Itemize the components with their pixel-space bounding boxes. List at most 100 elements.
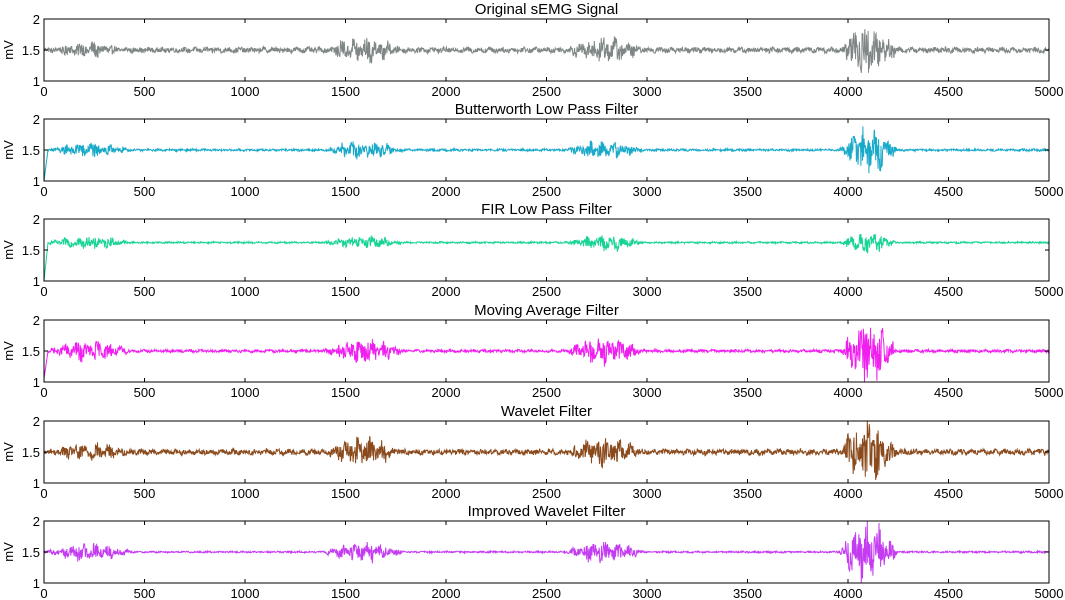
x-tick-label: 3500 <box>733 284 762 299</box>
x-tick-label: 1500 <box>331 385 360 400</box>
x-tick-label: 2000 <box>432 84 461 99</box>
y-tick-label: 2 <box>33 414 40 429</box>
x-tick-label: 4500 <box>934 284 963 299</box>
y-axis-label: mV <box>1 542 16 562</box>
x-tick-label: 3500 <box>733 184 762 199</box>
x-tick-label: 1000 <box>231 586 260 600</box>
x-tick-label: 0 <box>40 486 47 501</box>
subplot-3: 0 500 1000 1500 2000 2500 3000 3500 4000 4500 5000… <box>1 201 1063 299</box>
x-tick-label: 4500 <box>934 184 963 199</box>
y-axis-label: mV <box>1 140 16 160</box>
y-axis-label: mV <box>1 40 16 60</box>
x-tick-label: 0 <box>40 385 47 400</box>
x-tick-label: 2500 <box>532 385 561 400</box>
x-tick-label: 0 <box>40 284 47 299</box>
x-tick-label: 5000 <box>1035 284 1064 299</box>
x-tick-label: 2000 <box>432 385 461 400</box>
x-tick-label: 4500 <box>934 586 963 600</box>
signal-line <box>43 29 1050 73</box>
y-tick-label: 1.5 <box>22 545 40 560</box>
x-tick-label: 1500 <box>331 284 360 299</box>
x-tick-label: 500 <box>134 184 156 199</box>
x-tick-label: 4000 <box>834 385 863 400</box>
subplot-title: Wavelet Filter <box>501 403 592 420</box>
x-tick-label: 4000 <box>834 184 863 199</box>
signal-line <box>43 126 1050 182</box>
y-tick-label: 2 <box>33 112 40 127</box>
x-tick-label: 2500 <box>532 586 561 600</box>
x-tick-label: 3000 <box>633 84 662 99</box>
x-tick-label: 0 <box>40 84 47 99</box>
x-tick-label: 1000 <box>231 84 260 99</box>
x-tick-label: 1500 <box>331 586 360 600</box>
x-tick-label: 5000 <box>1035 385 1064 400</box>
x-tick-label: 3000 <box>633 486 662 501</box>
subplot-title: Improved Wavelet Filter <box>468 503 626 520</box>
subplot-4: 0 500 1000 1500 2000 2500 3000 3500 4000 4500 5000… <box>1 302 1063 400</box>
x-tick-label: 3500 <box>733 84 762 99</box>
subplot-1: 0 500 1000 1500 2000 2500 3000 3500 4000 4500 5000… <box>1 1 1063 99</box>
y-tick-label: 2 <box>33 12 40 27</box>
y-tick-label: 1.5 <box>22 43 40 58</box>
x-tick-label: 3500 <box>733 385 762 400</box>
signal-line <box>43 521 1050 583</box>
y-tick-label: 1 <box>33 174 40 189</box>
x-tick-label: 3000 <box>633 586 662 600</box>
x-tick-label: 5000 <box>1035 486 1064 501</box>
y-axis-label: mV <box>1 341 16 361</box>
x-tick-label: 1000 <box>231 385 260 400</box>
x-tick-label: 2000 <box>432 486 461 501</box>
x-tick-label: 1000 <box>231 486 260 501</box>
subplot-5: 0 500 1000 1500 2000 2500 3000 3500 4000 4500 5000… <box>1 403 1063 501</box>
y-tick-label: 1.5 <box>22 344 40 359</box>
x-tick-label: 1500 <box>331 486 360 501</box>
plot-area <box>44 219 1049 281</box>
y-tick-label: 1.5 <box>22 445 40 460</box>
y-axis-label: mV <box>1 240 16 260</box>
x-tick-label: 500 <box>134 284 156 299</box>
x-tick-label: 2500 <box>532 184 561 199</box>
x-tick-label: 1500 <box>331 84 360 99</box>
x-tick-label: 2000 <box>432 284 461 299</box>
x-tick-label: 3000 <box>633 284 662 299</box>
x-tick-label: 3500 <box>733 486 762 501</box>
y-tick-label: 1.5 <box>22 243 40 258</box>
x-tick-label: 4500 <box>934 385 963 400</box>
y-tick-label: 2 <box>33 212 40 227</box>
y-tick-label: 1 <box>33 274 40 289</box>
y-tick-label: 1 <box>33 576 40 591</box>
subplot-6: 0 500 1000 1500 2000 2500 3000 3500 4000 4500 5000… <box>1 503 1063 600</box>
x-tick-label: 3000 <box>633 385 662 400</box>
x-tick-label: 500 <box>134 586 156 600</box>
x-tick-label: 4000 <box>834 586 863 600</box>
subplot-2: 0 500 1000 1500 2000 2500 3000 3500 4000 4500 5000… <box>1 101 1063 199</box>
signal-line <box>43 420 1050 481</box>
subplot-title: FIR Low Pass Filter <box>481 201 612 218</box>
x-tick-label: 4000 <box>834 284 863 299</box>
x-tick-label: 0 <box>40 586 47 600</box>
y-tick-label: 1 <box>33 476 40 491</box>
x-tick-label: 4500 <box>934 84 963 99</box>
x-tick-label: 5000 <box>1035 184 1064 199</box>
y-tick-label: 2 <box>33 514 40 529</box>
subplot-title: Butterworth Low Pass Filter <box>455 101 638 118</box>
x-tick-label: 1000 <box>231 284 260 299</box>
x-tick-label: 1000 <box>231 184 260 199</box>
x-tick-label: 4000 <box>834 486 863 501</box>
x-tick-label: 5000 <box>1035 84 1064 99</box>
x-tick-label: 4000 <box>834 84 863 99</box>
x-tick-label: 2500 <box>532 284 561 299</box>
signal-line <box>43 233 1050 282</box>
subplot-title: Original sEMG Signal <box>475 1 618 18</box>
x-tick-label: 3500 <box>733 586 762 600</box>
x-tick-label: 500 <box>134 84 156 99</box>
x-tick-label: 2500 <box>532 486 561 501</box>
subplot-title: Moving Average Filter <box>474 302 619 319</box>
x-tick-label: 2000 <box>432 586 461 600</box>
y-axis-label: mV <box>1 442 16 462</box>
x-tick-label: 3000 <box>633 184 662 199</box>
x-tick-label: 4500 <box>934 486 963 501</box>
x-tick-label: 2500 <box>532 84 561 99</box>
signal-line <box>43 327 1050 382</box>
y-tick-label: 1 <box>33 74 40 89</box>
